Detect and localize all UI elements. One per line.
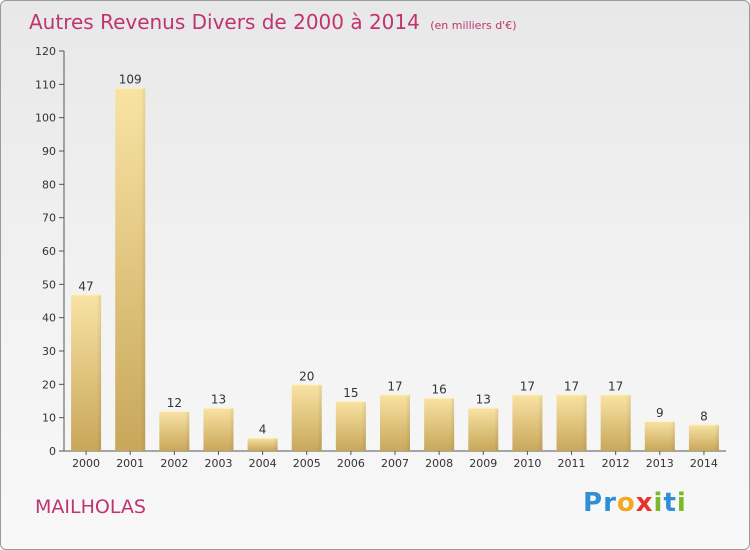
data-label: 4	[259, 423, 267, 437]
bar-shade	[291, 384, 322, 451]
axes: 0 10 20 30 40 50 60 70 80 90 100 110 120 2000 2001 2002…	[35, 45, 726, 470]
bar-shade	[159, 411, 190, 451]
proxiti-logo: Proxiti	[583, 488, 687, 518]
bar-shade	[115, 87, 146, 452]
y-tick-label: 10	[42, 412, 56, 425]
data-label: 17	[387, 379, 402, 393]
x-tick-label: 2013	[646, 457, 674, 470]
data-label: 17	[608, 379, 623, 393]
y-tick-label: 50	[42, 278, 56, 291]
bar-shade	[512, 394, 543, 451]
bar-shade	[644, 421, 675, 451]
y-tick-label: 40	[42, 312, 56, 325]
bar-shade	[688, 424, 719, 451]
data-label: 12	[167, 396, 182, 410]
x-tick-label: 2007	[381, 457, 409, 470]
chart-title: Autres Revenus Divers de 2000 à 2014 (en…	[29, 10, 517, 34]
x-tick-label: 2009	[469, 457, 497, 470]
data-label: 47	[78, 279, 93, 293]
x-tick-label: 2010	[513, 457, 541, 470]
data-label: 17	[520, 379, 535, 393]
data-label: 20	[299, 369, 314, 383]
data-label: 13	[476, 393, 491, 407]
bar-shade	[71, 294, 102, 451]
y-tick-label: 90	[42, 145, 56, 158]
y-tick-label: 30	[42, 345, 56, 358]
x-tick-label: 2000	[72, 457, 100, 470]
bar-shade	[380, 394, 410, 451]
y-tick-label: 70	[42, 212, 56, 225]
value-labels: 47 109 12 13 4 20 15 17 16 13 17 17 17 9 8	[78, 73, 707, 437]
x-tick-label: 2001	[116, 457, 144, 470]
data-label: 13	[211, 393, 226, 407]
data-label: 15	[343, 386, 358, 400]
y-tick-label: 80	[42, 178, 56, 191]
y-tick-label: 110	[35, 78, 56, 91]
data-label: 16	[431, 383, 446, 397]
x-tick-label: 2008	[425, 457, 453, 470]
y-tick-label: 0	[49, 445, 56, 458]
data-label: 9	[656, 406, 664, 420]
bar-shade	[335, 401, 366, 451]
bar-shade	[203, 407, 234, 451]
bar-shade	[247, 437, 278, 451]
x-tick-label: 2003	[204, 457, 232, 470]
bar-shade	[556, 394, 587, 451]
bars	[71, 87, 719, 452]
bar-shade	[600, 394, 631, 451]
x-tick-label: 2014	[690, 457, 718, 470]
data-label: 109	[119, 73, 142, 87]
title-text: Autres Revenus Divers de 2000 à 2014	[29, 10, 420, 34]
y-tick-label: 100	[35, 112, 56, 125]
data-label: 17	[564, 379, 579, 393]
chart-subtitle: (en milliers d'€)	[430, 19, 517, 32]
bar-shade	[424, 397, 455, 451]
x-tick-label: 2004	[249, 457, 277, 470]
place-name: MAILHOLAS	[35, 496, 146, 518]
x-tick-label: 2002	[160, 457, 188, 470]
x-tick-label: 2012	[602, 457, 630, 470]
x-tick-label: 2011	[558, 457, 586, 470]
y-tick-label: 120	[35, 45, 56, 58]
y-tick-label: 60	[42, 245, 56, 258]
data-label: 8	[700, 409, 708, 423]
y-tick-label: 20	[42, 378, 56, 391]
x-tick-label: 2006	[337, 457, 365, 470]
x-tick-label: 2005	[293, 457, 321, 470]
bar-shade	[468, 407, 499, 451]
